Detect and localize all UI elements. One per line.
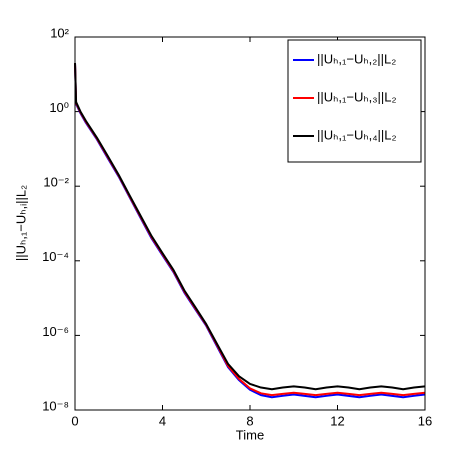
x-tick-label: 4 xyxy=(159,413,166,428)
y-tick-label: 10² xyxy=(50,25,69,40)
x-tick-label: 12 xyxy=(330,413,344,428)
legend-label: ||Uₕ,₁−Uₕ,₄||L₂ xyxy=(317,127,397,142)
y-tick-label: 10⁻² xyxy=(43,175,69,190)
plot-frame xyxy=(74,36,426,411)
y-tick-label: 10⁻⁴ xyxy=(42,249,69,264)
y-tick-label: 10⁻⁸ xyxy=(42,398,69,413)
legend-label: ||Uₕ,₁−Uₕ,₃||L₂ xyxy=(317,89,397,104)
y-tick-label: 10⁰ xyxy=(49,100,69,115)
line-series xyxy=(74,63,426,391)
x-tick-label: 0 xyxy=(71,413,78,428)
y-tick-label: 10⁻⁶ xyxy=(42,324,69,339)
y-axis-label: ||Uₕ,₁−Uₕ,ᵢ||L₂ xyxy=(13,185,28,261)
legend-label: ||Uₕ,₁−Uₕ,₂||L₂ xyxy=(317,51,396,66)
x-tick-label: 8 xyxy=(246,413,253,428)
x-tick-label: 16 xyxy=(418,413,432,428)
x-axis-label: Time xyxy=(236,427,264,442)
